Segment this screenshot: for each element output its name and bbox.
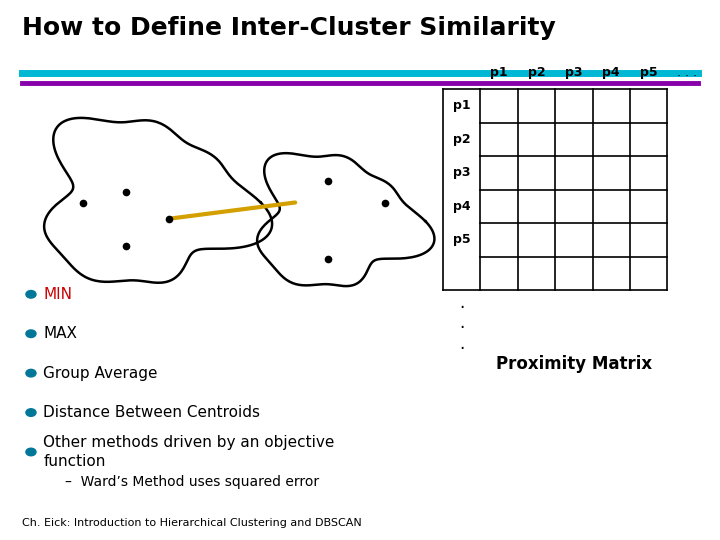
Text: p3: p3 (565, 66, 582, 79)
Text: How to Define Inter-Cluster Similarity: How to Define Inter-Cluster Similarity (22, 16, 555, 40)
Text: p1: p1 (453, 99, 470, 112)
Text: –  Ward’s Method uses squared error: – Ward’s Method uses squared error (65, 475, 319, 489)
Text: Ch. Eick: Introduction to Hierarchical Clustering and DBSCAN: Ch. Eick: Introduction to Hierarchical C… (22, 518, 361, 528)
Circle shape (26, 330, 36, 338)
Text: Distance Between Centroids: Distance Between Centroids (43, 405, 260, 420)
Text: p3: p3 (453, 166, 470, 179)
Text: Group Average: Group Average (43, 366, 158, 381)
Text: .: . (459, 314, 464, 333)
Text: p4: p4 (603, 66, 620, 79)
Text: p5: p5 (640, 66, 657, 79)
Text: function: function (43, 454, 106, 469)
Text: p2: p2 (528, 66, 545, 79)
Text: p2: p2 (453, 133, 470, 146)
Text: . . .: . . . (677, 66, 697, 79)
Circle shape (26, 448, 36, 456)
Text: p5: p5 (453, 233, 470, 246)
Text: .: . (459, 335, 464, 353)
Text: MIN: MIN (43, 287, 72, 302)
Circle shape (26, 291, 36, 298)
Text: Proximity Matrix: Proximity Matrix (496, 355, 652, 373)
Circle shape (26, 409, 36, 416)
Text: p4: p4 (453, 200, 470, 213)
Text: .: . (459, 294, 464, 312)
Text: p1: p1 (490, 66, 508, 79)
Text: MAX: MAX (43, 326, 77, 341)
Text: Other methods driven by an objective: Other methods driven by an objective (43, 435, 335, 450)
Circle shape (26, 369, 36, 377)
